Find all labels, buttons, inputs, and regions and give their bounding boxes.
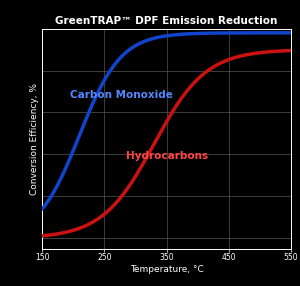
Title: GreenTRAP™ DPF Emission Reduction: GreenTRAP™ DPF Emission Reduction [55,16,278,26]
X-axis label: Temperature, °C: Temperature, °C [130,265,203,274]
Text: Hydrocarbons: Hydrocarbons [126,151,208,161]
Text: Carbon Monoxide: Carbon Monoxide [70,90,173,100]
Y-axis label: Conversion Efficiency, %: Conversion Efficiency, % [30,83,39,195]
